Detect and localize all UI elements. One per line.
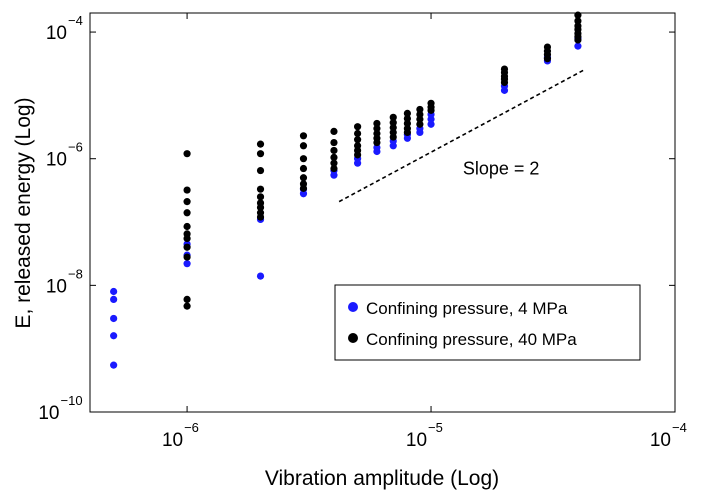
data-point-40mpa [330,159,338,167]
data-point-40mpa [354,151,362,159]
data-point-40mpa [299,184,308,192]
x-tick-label-exponent: −6 [184,420,199,435]
data-point-40mpa [330,146,338,155]
data-point-40mpa [389,133,397,141]
x-axis-label: Vibration amplitude (Log) [265,467,499,490]
data-point-40mpa [299,132,308,140]
data-points [110,11,582,369]
data-point-40mpa [256,150,265,158]
slope-annotation: Slope = 2 [463,159,540,179]
data-point-4mpa [373,143,381,152]
data-point-40mpa [183,243,191,251]
data-point-40mpa [299,174,308,182]
data-point-40mpa [543,55,552,63]
x-tick-label-exponent: −4 [672,420,687,435]
x-tick-label: 10 [650,430,671,451]
legend-marker-4mpa [348,302,358,312]
legend-box [334,284,641,361]
legend-marker-40mpa [348,333,358,343]
y-tick-label-exponent: −8 [68,266,83,281]
data-point-40mpa [299,155,308,163]
data-point-4mpa [427,120,435,128]
data-point-4mpa [110,287,118,296]
legend: Confining pressure, 4 MPa Confining pres… [334,284,641,361]
data-point-40mpa [354,129,362,138]
data-point-40mpa [574,11,582,19]
y-tick-label: 10 [46,150,67,171]
data-point-40mpa [299,142,308,150]
data-point-40mpa [427,106,435,114]
data-point-4mpa [110,295,118,304]
data-point-4mpa [110,332,118,340]
data-point-40mpa [256,185,265,193]
legend-label-40mpa: Confining pressure, 40 MPa [366,330,577,349]
legend-label-4mpa: Confining pressure, 4 MPa [366,299,568,318]
data-point-4mpa [183,260,191,268]
data-point-40mpa [416,105,424,114]
data-point-40mpa [299,164,308,173]
y-axis-label: E, released energy (Log) [12,97,35,328]
x-tick-label: 10 [406,430,427,451]
data-point-40mpa [416,120,424,128]
axis-ticks [90,13,676,413]
data-point-40mpa [403,128,411,137]
data-point-40mpa [256,193,265,201]
data-point-40mpa [183,295,191,304]
data-point-40mpa [330,138,338,147]
x-tick-label-exponent: −5 [428,420,443,435]
data-point-40mpa [183,186,191,194]
data-point-40mpa [403,109,411,117]
data-point-40mpa [330,153,338,161]
data-point-40mpa [373,124,381,133]
data-point-40mpa [354,136,362,144]
y-tick-label-exponent: −4 [68,13,83,28]
data-point-40mpa [183,302,191,310]
data-point-40mpa [403,119,411,128]
data-point-40mpa [574,36,582,44]
data-point-4mpa [256,272,265,280]
data-point-40mpa [354,123,362,131]
y-tick-label-exponent: −10 [61,393,83,408]
data-point-40mpa [574,17,582,25]
data-point-40mpa [389,113,397,121]
y-tick-label: 10 [46,23,67,44]
y-tick-label: 10 [38,403,59,424]
y-tick-label-exponent: −6 [68,140,83,155]
data-point-4mpa [110,314,118,323]
x-tick-label: 10 [162,430,183,451]
data-point-40mpa [183,222,191,231]
data-point-4mpa [110,361,118,369]
data-point-40mpa [500,78,509,87]
data-point-40mpa [330,164,338,173]
data-point-40mpa [256,213,265,221]
y-tick-label: 10 [46,276,67,297]
data-point-40mpa [183,198,191,206]
slope-reference-line [338,68,586,203]
data-point-40mpa [256,166,265,175]
data-point-40mpa [330,127,338,135]
data-point-40mpa [183,253,191,261]
data-point-40mpa [416,115,424,123]
data-point-40mpa [373,119,381,128]
data-point-40mpa [183,209,191,217]
data-point-40mpa [256,203,265,212]
data-point-4mpa [574,42,582,50]
data-point-40mpa [183,234,191,243]
data-point-40mpa [183,150,191,158]
data-point-40mpa [256,140,265,148]
data-point-40mpa [373,138,381,147]
